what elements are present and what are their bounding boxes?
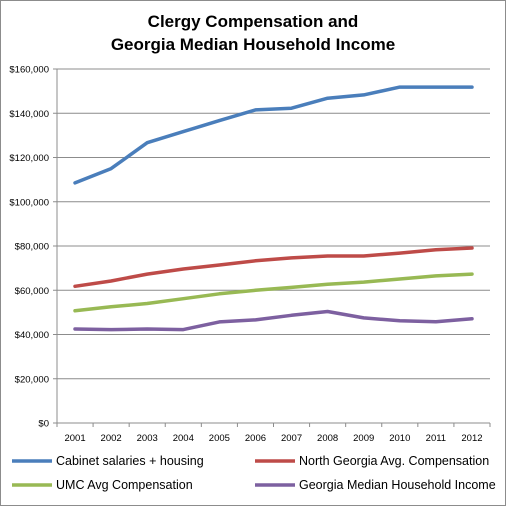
series-line-4 [73,309,474,332]
axes [56,69,491,427]
y-tick-label: $80,000 [15,242,49,253]
y-tick-label: $100,000 [9,197,49,208]
x-tick-label: 2010 [389,433,410,444]
chart-title-line-2: Georgia Median Household Income [110,35,396,54]
y-tick-label: $40,000 [15,330,49,341]
legend-label: Georgia Median Household Income [299,478,496,492]
x-tick-label: 2011 [426,433,446,444]
x-axis-tick-labels: 2001 2002 2003 2004 2005 2006 2007 2008 2009 2010… [64,433,482,444]
gridlines [53,68,490,424]
legend-label: North Georgia Avg. Compensation [299,454,489,468]
legend-item: UMC Avg Compensation [12,478,193,492]
x-tick-label: 2012 [461,433,482,444]
y-tick-label: $20,000 [15,374,49,385]
y-tick-label: $60,000 [15,286,49,297]
x-tick-label: 2006 [245,433,266,444]
legend: Cabinet salaries + housing North Georgia … [12,454,496,492]
series-line-2 [73,246,474,289]
series-line-3 [73,272,474,313]
y-tick-label: $160,000 [9,65,49,76]
x-tick-label: 2008 [317,433,338,444]
y-tick-label: $120,000 [9,153,49,164]
series-lines [73,85,474,332]
chart-title: Clergy Compensation and Georgia Median H… [0,10,506,56]
x-tick-label: 2002 [101,433,122,444]
series-line-1 [73,85,474,185]
legend-label: Cabinet salaries + housing [56,454,204,468]
x-tick-label: 2004 [173,433,194,444]
x-tick-label: 2005 [209,433,230,444]
legend-item: Georgia Median Household Income [255,478,496,492]
x-tick-label: 2007 [281,433,302,444]
y-tick-label: $0 [38,419,49,430]
legend-item: Cabinet salaries + housing [12,454,204,468]
legend-item: North Georgia Avg. Compensation [255,454,489,468]
y-tick-label: $140,000 [9,109,49,120]
x-tick-label: 2001 [64,433,85,444]
y-axis-tick-labels: $0 $20,000 $40,000 $60,000 $80,000 $100,000 $1… [9,65,49,430]
x-tick-label: 2003 [137,433,158,444]
chart-title-line-1: Clergy Compensation and [147,12,359,31]
x-tick-label: 2009 [353,433,374,444]
legend-label: UMC Avg Compensation [56,478,193,492]
